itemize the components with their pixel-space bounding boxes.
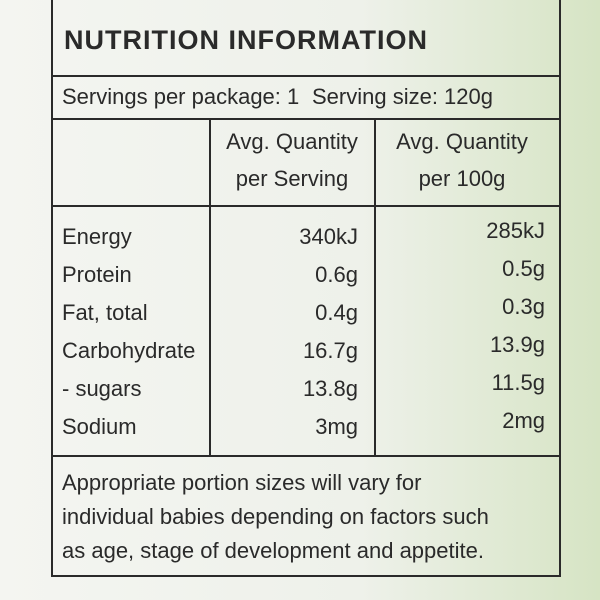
cell-value: 0.5g xyxy=(502,256,545,281)
column-header: per 100g xyxy=(419,166,506,191)
row-label: Carbohydrate xyxy=(62,338,195,363)
row-label: Fat, total xyxy=(62,300,148,325)
cell-value: 285kJ xyxy=(486,218,545,243)
cell-value: 0.4g xyxy=(315,300,358,325)
row-label: Protein xyxy=(62,262,132,287)
cell-value: 0.3g xyxy=(502,294,545,319)
footnote-line: individual babies depending on factors s… xyxy=(62,504,489,529)
footnote-line: Appropriate portion sizes will vary for xyxy=(62,470,421,495)
cell-value: 2mg xyxy=(502,408,545,433)
row-label: - sugars xyxy=(62,376,141,401)
footnote-line: as age, stage of development and appetit… xyxy=(62,538,484,563)
row-label: Energy xyxy=(62,224,132,249)
column-header: per Serving xyxy=(236,166,349,191)
frame xyxy=(51,0,561,577)
column-header: Avg. Quantity xyxy=(396,129,528,154)
cell-value: 0.6g xyxy=(315,262,358,287)
cell-value: 16.7g xyxy=(303,338,358,363)
serving-size: Serving size: 120g xyxy=(312,84,493,109)
cell-value: 13.8g xyxy=(303,376,358,401)
servings-per-package: Servings per package: 1 xyxy=(62,84,299,109)
cell-value: 13.9g xyxy=(490,332,545,357)
table: Avg. Quantity per Serving Avg. Quantity per… xyxy=(62,129,545,563)
title: NUTRITION INFORMATION xyxy=(64,25,428,55)
cell-value: 11.5g xyxy=(492,370,545,395)
cell-value: 3mg xyxy=(315,414,358,439)
column-header: Avg. Quantity xyxy=(226,129,358,154)
cell-value: 340kJ xyxy=(299,224,358,249)
row-label: Sodium xyxy=(62,414,137,439)
